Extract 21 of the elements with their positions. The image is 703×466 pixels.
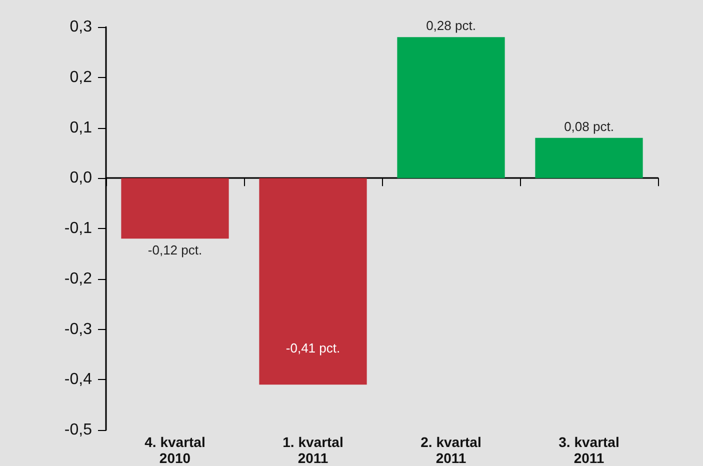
x-tick-label: 2. kvartal 2011 [420, 434, 482, 466]
bar [535, 138, 643, 178]
data-label: -0,41 pct. [286, 340, 340, 356]
data-label: 0,08 pct. [564, 118, 614, 134]
y-tick-label: 0,2 [70, 68, 92, 86]
y-tick-label: 0,3 [70, 18, 92, 36]
x-tick-label: 1. kvartal 2011 [282, 434, 344, 466]
y-tick-label: 0,0 [70, 170, 92, 187]
y-tick-label: -0,5 [64, 422, 92, 438]
bar [397, 37, 505, 178]
y-tick-label: -0,4 [64, 371, 92, 388]
bar [121, 178, 229, 239]
data-label: 0,28 pct. [426, 18, 476, 34]
x-tick-label: 3. kvartal 2011 [558, 434, 620, 466]
x-tick-label: 4. kvartal 2010 [144, 434, 206, 466]
y-tick-label: -0,3 [64, 320, 92, 338]
y-tick-label: 0,1 [70, 119, 92, 136]
bar [259, 178, 367, 385]
y-tick-label: -0,2 [64, 270, 92, 288]
y-tick-label: -0,1 [64, 220, 92, 237]
data-label: -0,12 pct. [148, 242, 202, 258]
